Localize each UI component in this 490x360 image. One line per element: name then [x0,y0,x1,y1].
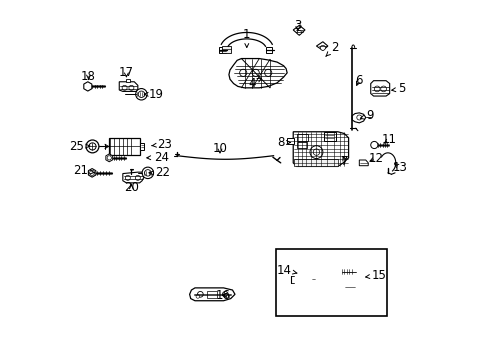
Bar [291,267,312,293]
Circle shape [240,69,247,76]
Circle shape [138,91,145,98]
Circle shape [107,156,111,160]
Polygon shape [323,132,336,141]
Text: 9: 9 [360,109,374,122]
Polygon shape [123,172,144,183]
Polygon shape [222,46,231,53]
Circle shape [129,85,134,90]
Polygon shape [88,168,96,177]
Bar [109,138,140,155]
Polygon shape [359,160,368,166]
Text: 22: 22 [149,166,170,179]
Circle shape [196,295,199,298]
Polygon shape [287,138,294,144]
Bar [276,249,387,316]
Polygon shape [293,25,305,35]
Text: 1: 1 [243,28,250,48]
Circle shape [265,69,272,76]
Polygon shape [344,285,356,292]
Polygon shape [106,154,113,162]
Text: 16: 16 [216,288,231,302]
Polygon shape [371,81,390,96]
Circle shape [125,175,130,180]
Text: 3: 3 [294,19,301,32]
Polygon shape [294,159,338,166]
Circle shape [294,272,309,288]
Text: 20: 20 [124,181,139,194]
Circle shape [357,115,362,120]
Polygon shape [140,143,144,150]
Text: 5: 5 [392,82,406,95]
Text: 6: 6 [355,74,363,87]
Text: 23: 23 [152,138,172,151]
Polygon shape [119,82,138,91]
Polygon shape [126,79,130,82]
Circle shape [145,170,151,176]
Circle shape [313,149,319,156]
Text: 13: 13 [392,161,407,174]
Circle shape [381,86,387,92]
Circle shape [222,292,228,297]
Circle shape [90,170,95,175]
Circle shape [226,295,230,298]
Circle shape [320,45,325,50]
Polygon shape [312,277,316,283]
Text: 24: 24 [147,151,169,164]
Circle shape [252,69,259,76]
Circle shape [371,141,378,149]
Text: 8: 8 [277,136,291,149]
Circle shape [197,292,203,297]
Polygon shape [317,42,328,50]
Circle shape [135,175,140,180]
Text: 21: 21 [74,164,94,177]
Polygon shape [293,132,348,166]
Polygon shape [220,47,226,53]
Circle shape [297,30,301,35]
Polygon shape [229,59,287,88]
Text: 2: 2 [326,41,338,56]
Text: 15: 15 [366,269,387,282]
Circle shape [122,85,127,90]
Circle shape [89,143,96,150]
Text: 11: 11 [381,134,396,147]
Circle shape [297,276,305,284]
Circle shape [86,140,99,153]
Text: 10: 10 [213,143,227,156]
Text: 19: 19 [144,88,164,101]
Text: 17: 17 [119,66,134,79]
Bar [297,142,307,148]
Bar [342,268,355,276]
Text: 12: 12 [368,152,383,165]
Text: 18: 18 [81,70,96,83]
Text: 25: 25 [69,140,90,153]
Bar [207,291,217,297]
Polygon shape [266,47,272,53]
Bar [297,134,308,141]
Circle shape [136,89,147,100]
Circle shape [374,86,380,92]
Polygon shape [84,82,92,91]
Text: 14: 14 [276,264,297,276]
Circle shape [142,167,153,179]
Polygon shape [352,113,366,123]
Text: 4: 4 [248,77,261,90]
Polygon shape [190,288,235,301]
Circle shape [310,146,323,158]
Text: 7: 7 [342,155,349,168]
